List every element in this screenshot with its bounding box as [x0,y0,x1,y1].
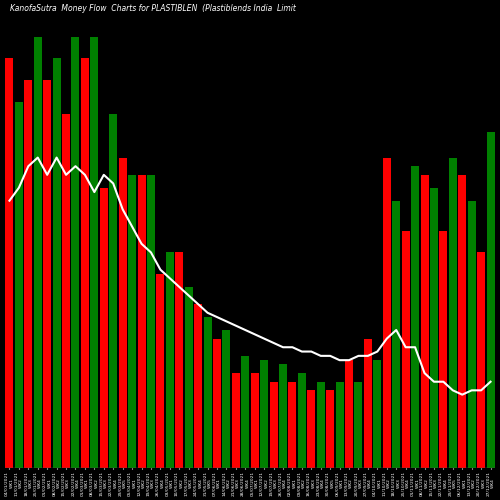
Bar [477,252,485,468]
Bar [222,330,230,468]
Bar [260,360,268,468]
Bar [204,317,212,468]
Bar [72,37,80,468]
Bar [24,80,32,468]
Bar [62,114,70,468]
Bar [279,364,287,468]
Bar [430,188,438,468]
Bar [194,304,202,468]
Bar [326,390,334,468]
Bar [128,175,136,468]
Text: KanofaSutra  Money Flow  Charts for PLASTIBLEN  (Plastiblends India  Limit: KanofaSutra Money Flow Charts for PLASTI… [10,4,296,13]
Bar [316,382,325,468]
Bar [156,274,164,468]
Bar [15,102,23,468]
Bar [308,390,316,468]
Bar [402,231,409,468]
Bar [52,58,60,468]
Bar [43,80,51,468]
Bar [420,175,428,468]
Bar [345,360,353,468]
Bar [213,338,221,468]
Bar [184,287,192,468]
Bar [270,382,278,468]
Bar [147,175,155,468]
Bar [354,382,362,468]
Bar [468,200,475,468]
Bar [486,132,494,468]
Bar [288,382,296,468]
Bar [100,188,108,468]
Bar [440,231,448,468]
Bar [250,373,258,468]
Bar [6,58,14,468]
Bar [118,158,126,468]
Bar [34,37,42,468]
Bar [175,252,184,468]
Bar [392,200,400,468]
Bar [364,338,372,468]
Bar [138,175,145,468]
Bar [374,360,382,468]
Bar [449,158,457,468]
Bar [81,58,89,468]
Bar [242,356,250,468]
Bar [90,37,98,468]
Bar [232,373,240,468]
Bar [166,252,174,468]
Bar [298,373,306,468]
Bar [336,382,344,468]
Bar [109,114,117,468]
Bar [383,158,391,468]
Bar [458,175,466,468]
Bar [411,166,419,468]
